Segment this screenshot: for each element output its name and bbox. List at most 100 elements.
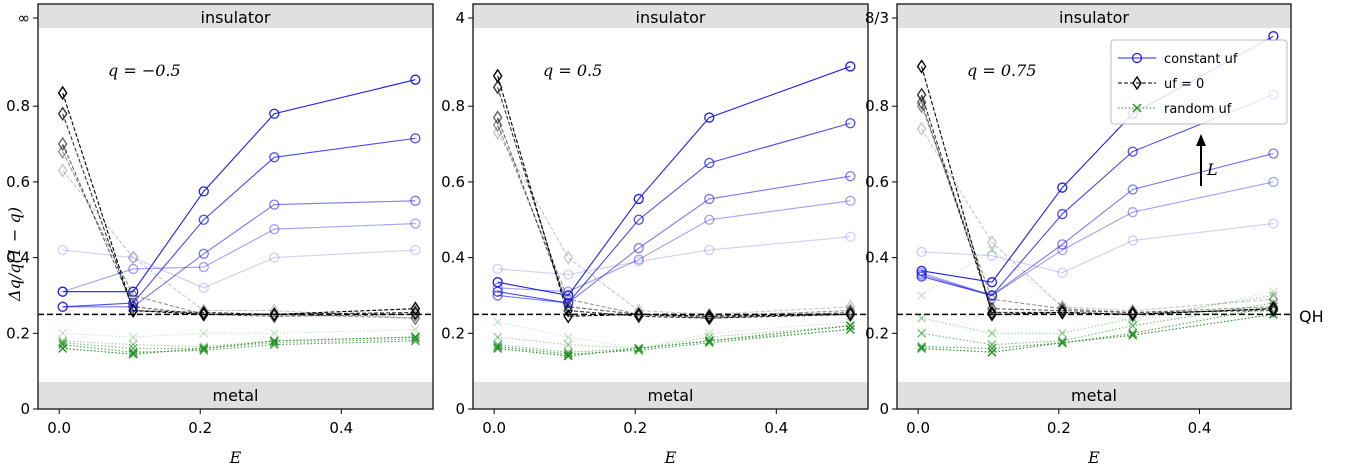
constant-uf-point <box>986 277 998 288</box>
q-label: q = 0.5 <box>543 61 602 80</box>
constant-uf-point <box>916 265 927 276</box>
constant-uf-point <box>845 171 856 182</box>
constant-uf-point <box>410 244 421 256</box>
legend-marker <box>1131 52 1143 64</box>
constant-uf-point <box>128 263 139 275</box>
constant-uf-point <box>704 193 715 205</box>
random-uf-series-line <box>62 328 416 338</box>
constant-uf-series-line <box>497 200 851 293</box>
metal-band <box>473 382 868 409</box>
random-uf-point <box>128 340 138 350</box>
constant-uf-point <box>410 218 421 229</box>
zero-uf-series-line <box>62 151 416 319</box>
random-uf-point <box>269 338 279 348</box>
metal-label: metal <box>213 386 259 405</box>
zero-uf-point <box>1127 305 1138 320</box>
plot-frame <box>896 3 1292 410</box>
random-uf-series-line <box>497 328 851 353</box>
random-uf-point <box>1128 328 1138 338</box>
random-uf-series-line <box>497 325 851 349</box>
constant-uf-point <box>1057 267 1068 278</box>
legend-label: uf = 0 <box>1164 77 1204 92</box>
constant-uf-point <box>1057 208 1068 220</box>
constant-uf-point <box>269 224 280 235</box>
constant-uf-series-line <box>497 65 851 297</box>
x-tick-label: 0.2 <box>1047 419 1071 437</box>
random-uf-point <box>845 325 855 335</box>
y-tick-label: 0.6 <box>6 173 30 191</box>
insulator-band <box>38 4 433 28</box>
random-uf-point <box>1057 338 1067 348</box>
random-uf-point <box>987 347 997 357</box>
random-uf-point <box>1268 287 1278 297</box>
random-uf-point <box>410 325 420 335</box>
constant-uf-point <box>198 186 209 197</box>
constant-uf-point <box>633 254 644 265</box>
x-tick-label: 0.4 <box>329 419 353 437</box>
zero-uf-point <box>1057 301 1068 316</box>
constant-uf-point <box>633 256 644 267</box>
random-uf-point <box>917 328 927 338</box>
constant-uf-point <box>269 152 280 163</box>
random-uf-point <box>845 321 855 331</box>
random-uf-point <box>58 343 68 353</box>
zero-uf-series-line <box>497 124 851 317</box>
zero-uf-point <box>704 309 715 324</box>
random-uf-point <box>704 338 714 348</box>
insulator-label: insulator <box>636 8 706 27</box>
constant-uf-point <box>57 286 68 297</box>
random-uf-point <box>199 342 209 352</box>
random-uf-point <box>199 343 209 353</box>
zero-uf-point <box>57 136 68 152</box>
x-tick-label: 0.4 <box>764 419 788 437</box>
x-axis-label: E <box>229 448 242 467</box>
random-uf-point <box>917 342 927 352</box>
zero-uf-point <box>845 299 856 315</box>
zero-uf-series-line <box>921 128 1274 312</box>
constant-uf-series-line <box>921 152 1274 297</box>
x-tick-label: 0.2 <box>188 419 212 437</box>
random-uf-point <box>1268 290 1278 300</box>
insulator-label: insulator <box>201 8 271 27</box>
constant-uf-point <box>1127 207 1138 218</box>
zero-uf-point <box>1057 299 1068 315</box>
qh-label: QH <box>1299 307 1324 326</box>
metal-band <box>897 382 1291 409</box>
random-uf-point <box>987 245 997 255</box>
constant-uf-point <box>269 252 280 263</box>
random-uf-point <box>199 328 209 338</box>
zero-uf-point <box>128 303 139 318</box>
constant-uf-series-line <box>497 175 851 304</box>
zero-uf-point <box>492 117 503 133</box>
random-uf-point <box>410 336 420 346</box>
zero-uf-point <box>563 309 574 324</box>
y-tick-label: 0.6 <box>865 173 889 191</box>
random-uf-point <box>563 340 573 350</box>
legend-marker <box>1132 75 1142 91</box>
random-uf-series-line <box>921 313 1274 353</box>
random-uf-point <box>493 317 503 327</box>
constant-uf-point <box>1057 182 1068 193</box>
x-tick-label: 0.0 <box>906 419 930 437</box>
constant-uf-point <box>1057 239 1068 250</box>
constant-uf-point <box>704 214 715 225</box>
constant-uf-point <box>845 231 856 242</box>
random-uf-point <box>1057 328 1067 338</box>
y-tick-label: 0 <box>879 400 889 418</box>
constant-uf-point <box>128 286 139 297</box>
constant-uf-point <box>916 271 927 282</box>
random-uf-point <box>269 328 279 338</box>
y-top-tick-label: 8/3 <box>865 9 889 27</box>
zero-uf-point <box>1057 303 1068 318</box>
random-uf-point <box>493 343 503 353</box>
constant-uf-point <box>57 301 68 312</box>
random-uf-point <box>493 332 503 342</box>
random-uf-series-line <box>497 321 851 349</box>
zero-uf-point <box>1127 307 1138 322</box>
zero-uf-series-line <box>921 102 1274 314</box>
x-tick-label: 0.0 <box>47 419 71 437</box>
constant-uf-point <box>704 157 715 169</box>
zero-uf-point <box>198 307 209 322</box>
random-uf-series-line <box>62 340 416 353</box>
y-tick-label: 0.2 <box>865 324 889 342</box>
